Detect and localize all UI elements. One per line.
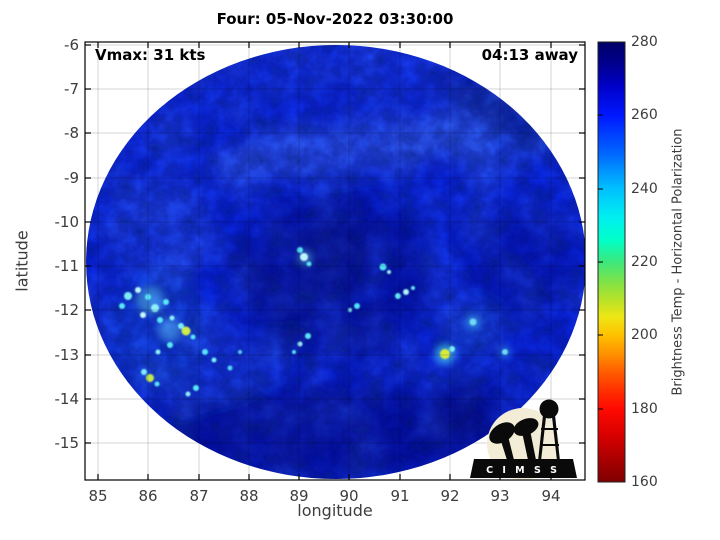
- x-tick-label: 88: [239, 487, 259, 505]
- y-tick-label: -9: [64, 169, 79, 187]
- gridlines: [85, 42, 585, 480]
- vmax-annotation: Vmax: 31 kts: [95, 46, 206, 64]
- y-tick-label: -11: [54, 257, 80, 275]
- cimss-logo-text: C I M S S: [486, 465, 560, 476]
- plot-area: C I M S S: [85, 42, 585, 480]
- plot-title: Four: 05-Nov-2022 03:30:00: [216, 10, 454, 28]
- x-axis-label: longitude: [297, 501, 373, 520]
- x-tick-label: 87: [189, 487, 209, 505]
- y-tick-label: -15: [54, 434, 80, 452]
- axis-ticks: [85, 42, 585, 480]
- y-tick-label: -6: [64, 36, 79, 54]
- eta-annotation: 04:13 away: [481, 46, 578, 64]
- x-tick-label: 90: [339, 487, 359, 505]
- colorbar-tick-label: 160: [631, 474, 658, 490]
- convection-specks: [119, 247, 508, 397]
- colorbar-tick-label: 220: [631, 254, 658, 270]
- x-tick-label: 93: [490, 487, 510, 505]
- colorbar-tick-label: 180: [631, 401, 658, 417]
- y-tick-label: -7: [64, 80, 79, 98]
- y-tick-label: -12: [54, 301, 80, 319]
- x-tick-label: 86: [138, 487, 158, 505]
- y-tick-label: -14: [54, 390, 80, 408]
- colorbar-tick-label: 200: [631, 327, 658, 343]
- y-axis-label: latitude: [12, 230, 32, 292]
- colorbar-tick-label: 240: [631, 181, 658, 197]
- cimss-logo: C I M S S: [470, 399, 577, 480]
- x-tick-label: 94: [541, 487, 561, 505]
- x-tick-label: 85: [88, 487, 108, 505]
- x-tick-label: 89: [289, 487, 309, 505]
- colorbar-tick-label: 280: [631, 34, 658, 50]
- colorbar-ticks: [598, 114, 603, 410]
- y-tick-label: -8: [64, 124, 79, 142]
- y-tick-label: -10: [54, 213, 80, 231]
- colorbar-tick-label: 260: [631, 107, 658, 123]
- y-tick-label: -13: [54, 346, 80, 364]
- x-tick-label: 91: [390, 487, 410, 505]
- colorbar: [597, 41, 626, 483]
- x-tick-label: 92: [440, 487, 460, 505]
- plot-border: [84, 41, 586, 481]
- colorbar-label: Brightness Temp - Horizontal Polarizatio…: [670, 128, 686, 396]
